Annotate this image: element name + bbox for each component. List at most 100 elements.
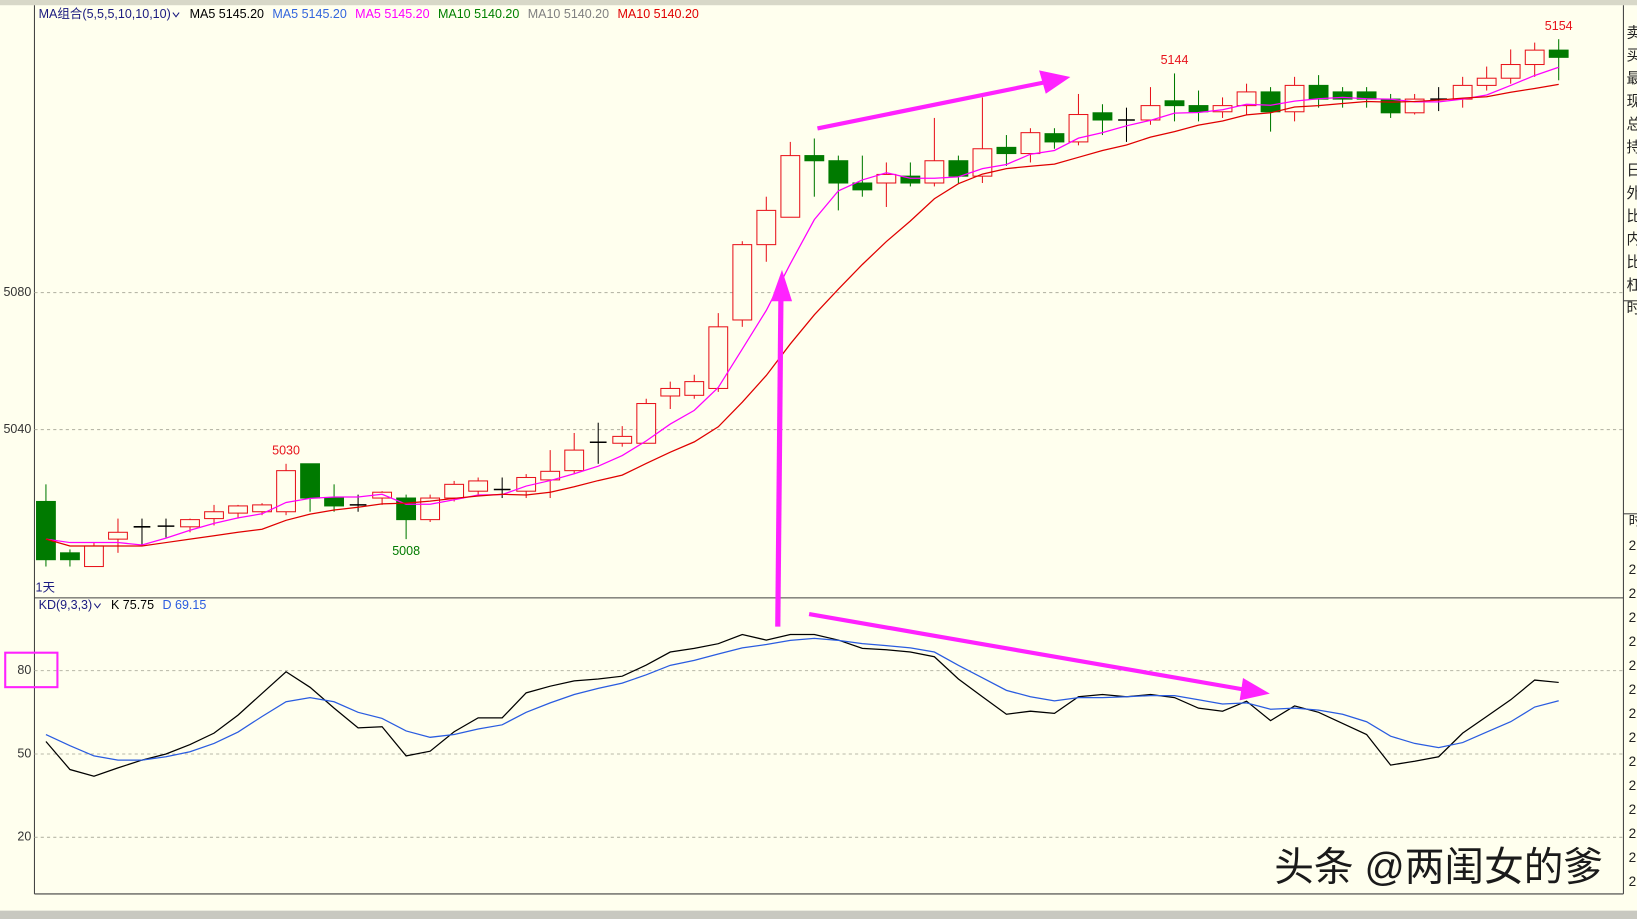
- period-label: 1天: [35, 580, 55, 594]
- candle-body: [924, 160, 945, 184]
- candle-body: [1092, 112, 1113, 121]
- side-label: 比: [1627, 208, 1637, 225]
- candle-body: [1548, 49, 1569, 58]
- candle-body: [228, 505, 248, 514]
- line-series: [45, 83, 1559, 547]
- legend-dropdown: [93, 603, 101, 609]
- candle-body: [780, 155, 801, 218]
- side-label: 买: [1627, 47, 1637, 64]
- watermark: 头条 @两闺女的爹: [1274, 845, 1603, 889]
- candle-body: [1500, 63, 1521, 79]
- legend-entry: KD(9,3,3): [39, 598, 93, 612]
- side-label: 内: [1627, 231, 1637, 248]
- side-label: 杠: [1627, 277, 1637, 294]
- candle-body: [1236, 91, 1257, 107]
- candle-body: [612, 435, 633, 444]
- line-series: [45, 637, 1559, 761]
- legend-entry: MA组合(5,5,5,10,10,10): [39, 7, 171, 21]
- side-label: 2: [1629, 802, 1637, 817]
- candle-body: [300, 463, 320, 499]
- candle-body: [444, 483, 465, 499]
- candle-body: [1164, 100, 1185, 107]
- candle-body: [636, 403, 657, 444]
- side-label: 总: [1627, 116, 1637, 133]
- side-label: 2: [1629, 778, 1637, 793]
- candle-body: [180, 519, 200, 528]
- y-tick-label: 80: [17, 663, 31, 677]
- candle-body: [564, 449, 585, 472]
- candle-body: [804, 155, 825, 162]
- y-tick-label: 5040: [3, 422, 31, 436]
- candle-body: [684, 381, 705, 396]
- legend-dropdown: [172, 12, 180, 18]
- side-label: 比: [1627, 254, 1637, 271]
- candle-body: [756, 209, 777, 246]
- candle-body: [660, 387, 681, 397]
- candle-body: [900, 175, 921, 184]
- side-label: 最: [1627, 70, 1637, 87]
- side-label: 2: [1629, 730, 1637, 745]
- candle-body: [1020, 132, 1041, 155]
- side-label: 2: [1629, 658, 1637, 673]
- candle-body: [852, 182, 873, 191]
- y-tick-label: 5080: [3, 285, 31, 299]
- side-label: 时: [1629, 514, 1637, 529]
- side-label: 2: [1629, 610, 1637, 625]
- price-annotation: 5144: [1161, 53, 1189, 67]
- highlight-box: [4, 651, 59, 689]
- legend-entry: MA5 5145.20: [190, 7, 264, 21]
- candle-body: [324, 497, 344, 507]
- side-label: 卖: [1627, 24, 1637, 41]
- side-label: 2: [1629, 586, 1637, 601]
- candle-body: [1284, 84, 1305, 113]
- side-label: 现: [1627, 94, 1637, 110]
- side-label: 2: [1629, 562, 1637, 577]
- legend-entry: D 69.15: [162, 598, 206, 612]
- price-annotation: 5030: [272, 444, 300, 458]
- price-annotation: 5154: [1545, 19, 1573, 33]
- y-tick-label: 20: [17, 830, 31, 844]
- legend-entry: MA10 5140.20: [438, 7, 519, 21]
- side-label: 2: [1629, 682, 1637, 697]
- status-bar: [0, 910, 1637, 919]
- arrow-head: [1239, 677, 1270, 701]
- legend-entry: MA10 5140.20: [617, 7, 698, 21]
- candle-body: [1308, 84, 1329, 100]
- candle-body: [1332, 91, 1353, 100]
- arrow-head: [1039, 70, 1071, 94]
- side-label: 2: [1629, 874, 1637, 889]
- candle-body: [1188, 105, 1209, 113]
- candle-body: [204, 511, 224, 520]
- candle-body: [36, 500, 56, 561]
- side-label: 外: [1627, 185, 1637, 202]
- legend-entry: MA10 5140.20: [528, 7, 609, 21]
- arrow: [775, 297, 784, 627]
- annotation-arrows: [770, 70, 1270, 701]
- side-label: 2: [1629, 826, 1637, 841]
- candle-body: [252, 504, 272, 513]
- candle-body: [708, 326, 729, 389]
- candle-body: [948, 160, 969, 177]
- arrow: [817, 80, 1045, 131]
- candle-body: [1212, 105, 1233, 113]
- legend-entry: K 75.75: [111, 598, 154, 612]
- candle-body: [84, 545, 104, 568]
- candle-body: [60, 552, 80, 561]
- side-label: 时: [1627, 300, 1637, 317]
- candle-body: [828, 160, 849, 184]
- side-label: 2: [1629, 754, 1637, 769]
- candle-body: [1404, 98, 1425, 114]
- candle-body: [996, 146, 1017, 155]
- side-label: 2: [1629, 706, 1637, 721]
- candle-body: [876, 173, 897, 184]
- candle-body: [468, 480, 489, 492]
- candle-body: [1068, 113, 1089, 143]
- candle-body: [732, 244, 753, 321]
- top-bar: [0, 0, 1637, 6]
- y-tick-label: 50: [17, 746, 31, 760]
- candle-body: [1476, 77, 1497, 86]
- price-annotation: 5008: [392, 544, 420, 558]
- candle-body: [1380, 98, 1401, 114]
